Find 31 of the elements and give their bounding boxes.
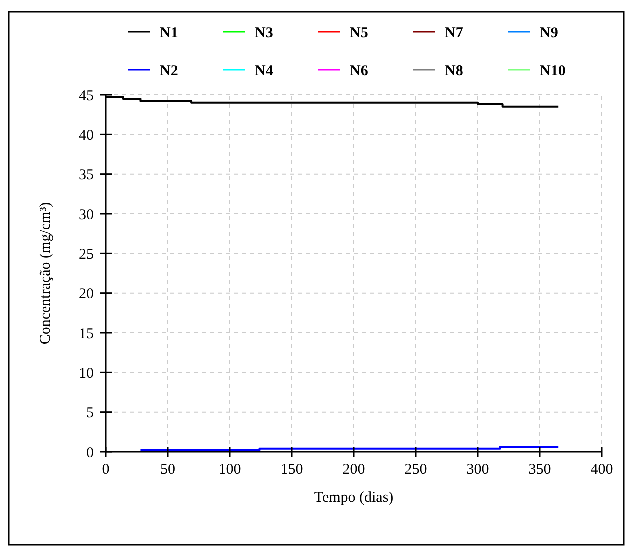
- x-tick-label: 300: [466, 462, 490, 478]
- legend-label: N4: [255, 63, 274, 80]
- y-tick-label: 5: [86, 406, 94, 422]
- y-tick-label: 10: [79, 366, 94, 382]
- x-tick-label: 250: [404, 462, 428, 478]
- x-tick-label: 350: [528, 462, 552, 478]
- legend-label: N2: [160, 63, 178, 80]
- legend-label: N6: [350, 63, 369, 80]
- y-tick-label: 25: [79, 246, 94, 263]
- x-tick-label: 200: [342, 462, 366, 478]
- y-tick-label: 45: [79, 88, 94, 104]
- legend-label: N3: [255, 25, 274, 42]
- y-tick-label: 15: [79, 326, 94, 342]
- legend-label: N8: [445, 63, 464, 80]
- legend-label: N1: [160, 25, 178, 42]
- y-axis-title: Concentração (mg/cm³): [38, 202, 54, 345]
- x-tick-label: 50: [160, 462, 176, 478]
- y-tick-label: 40: [79, 128, 94, 144]
- legend-label: N5: [350, 25, 368, 42]
- y-tick-label: 0: [86, 445, 94, 462]
- x-tick-label: 150: [280, 462, 304, 478]
- legend-label: N9: [540, 25, 558, 42]
- y-tick-label: 35: [79, 168, 94, 184]
- legend-label: N7: [445, 25, 464, 42]
- y-tick-label: 30: [79, 207, 94, 224]
- x-tick-label: 400: [590, 462, 614, 478]
- x-tick-label: 100: [218, 462, 242, 478]
- x-axis-title: Tempo (dias): [314, 490, 394, 506]
- y-tick-label: 20: [79, 286, 94, 303]
- x-tick-label: 0: [102, 462, 110, 478]
- legend-label: N10: [540, 63, 566, 80]
